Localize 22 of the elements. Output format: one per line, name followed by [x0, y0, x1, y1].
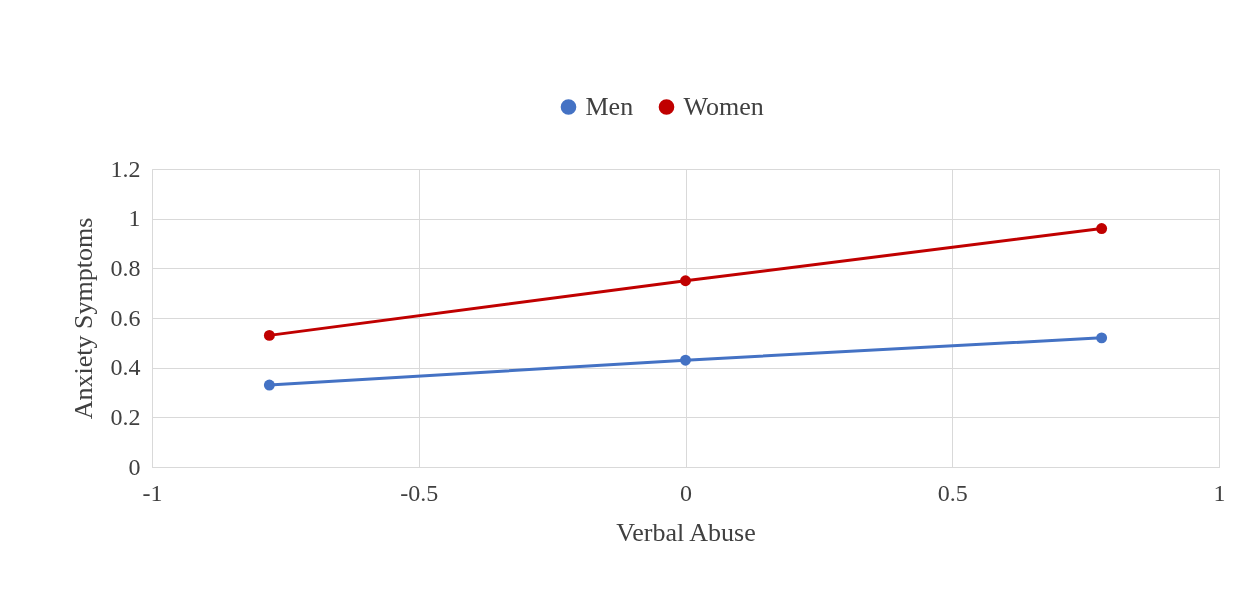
- point: [263, 379, 275, 391]
- y-tick-label: 0: [128, 453, 141, 480]
- y-tick-label: 0.2: [110, 403, 141, 430]
- x-tick-label: 1: [1213, 479, 1226, 506]
- point: [1096, 223, 1108, 235]
- point: [680, 275, 691, 287]
- point: [680, 354, 691, 366]
- x-tick-label: -1: [142, 479, 163, 506]
- x-axis-title: Verbal Abuse: [616, 517, 756, 547]
- x-tick-label: 0.5: [937, 479, 968, 506]
- y-tick-label: 0.8: [110, 254, 141, 281]
- x-tick-label: 0: [680, 479, 692, 506]
- point: [263, 329, 275, 341]
- point: [1096, 332, 1108, 344]
- x-tick-label: -0.5: [400, 479, 439, 506]
- legend-label: Women: [683, 92, 764, 121]
- y-tick-label: 1.2: [110, 155, 141, 182]
- y-axis-title: Anxiety Symptoms: [68, 217, 98, 420]
- y-tick-label: 0.6: [110, 304, 141, 331]
- legend-label: Men: [585, 92, 634, 121]
- y-tick-label: 1: [128, 205, 141, 232]
- y-tick-label: 0.4: [110, 354, 141, 381]
